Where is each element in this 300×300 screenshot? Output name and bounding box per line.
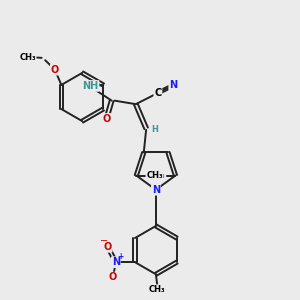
Text: CH₃: CH₃	[146, 171, 163, 180]
Text: C: C	[154, 88, 161, 98]
Text: N: N	[169, 80, 177, 90]
Text: CH₃: CH₃	[19, 53, 36, 62]
Text: +: +	[117, 252, 123, 261]
Text: O: O	[51, 64, 59, 75]
Text: −: −	[100, 236, 108, 246]
Text: O: O	[102, 114, 110, 124]
Text: NH: NH	[82, 81, 99, 91]
Text: CH₃: CH₃	[149, 285, 166, 294]
Text: O: O	[103, 242, 112, 252]
Text: CH₃: CH₃	[149, 171, 166, 180]
Text: O: O	[109, 272, 117, 283]
Text: N: N	[152, 185, 160, 195]
Text: H: H	[151, 125, 158, 134]
Text: N: N	[112, 257, 120, 267]
